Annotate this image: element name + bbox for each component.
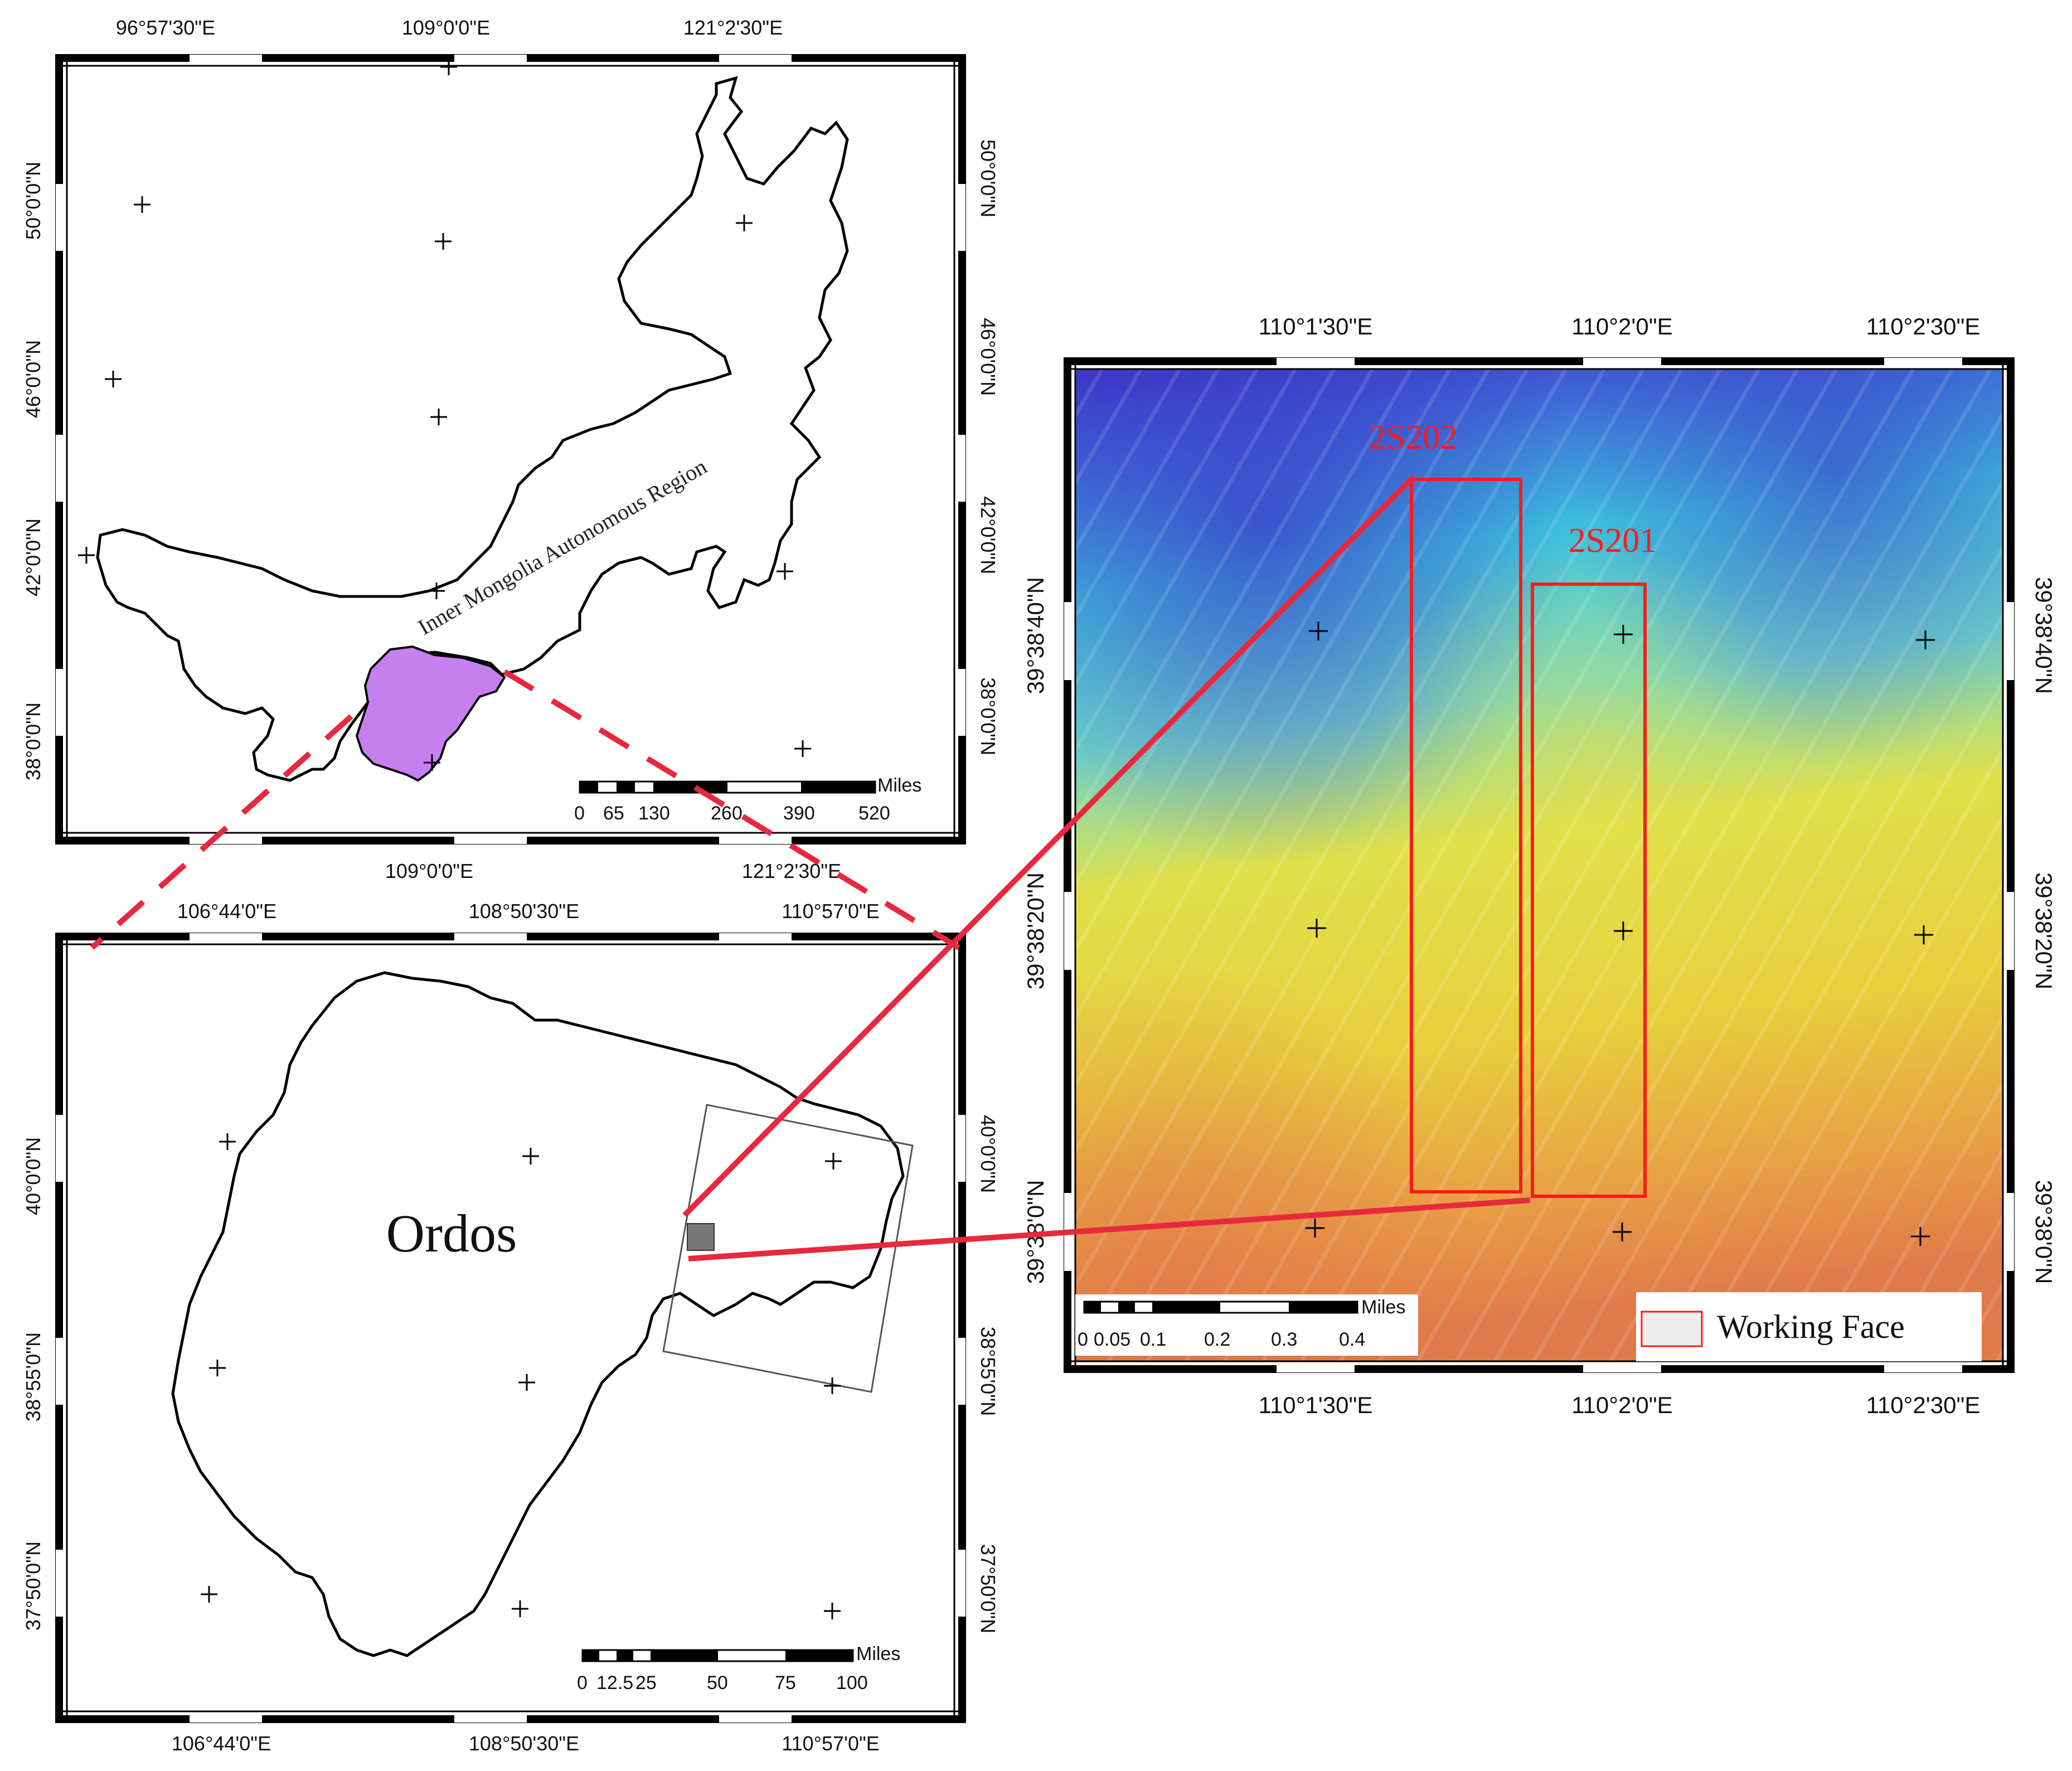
- map1-right-lat-3: 38°0'0"N: [977, 677, 999, 755]
- map3-frame-gaps: [1064, 358, 2014, 1372]
- study-area-marker: [687, 1223, 715, 1251]
- face-label-2s201: 2S201: [1569, 522, 1657, 560]
- map1-scale-bar: 0 65 130 260 390 520 Miles: [574, 775, 921, 824]
- map1-scale-tick-0: 0: [574, 803, 585, 824]
- map1-left-lat-3: 38°0'0"N: [22, 702, 45, 780]
- map1-left-lat-1: 46°0'0"N: [22, 340, 45, 418]
- map2-scale-tick-3: 50: [707, 1672, 728, 1694]
- ordos-outline: [171, 971, 905, 1657]
- map1-frame-gaps: [56, 55, 965, 844]
- map1-frame-ticks: [59, 58, 962, 841]
- map2-right-lat-1: 38°55'0"N: [977, 1327, 999, 1416]
- connector-solid-bottom: [688, 1197, 1531, 1261]
- dem-raster: [1075, 369, 2003, 1361]
- zoom-frame: [662, 1104, 914, 1393]
- map2-bottom-label-2: 110°57'0"E: [782, 1732, 880, 1755]
- map1-scale-tick-3: 260: [711, 803, 743, 824]
- map3-top-label-2: 110°2'30"E: [1866, 313, 1981, 339]
- map3-scale-tick-4: 0.3: [1271, 1329, 1297, 1350]
- map3-scale-bar: 0 0.05 0.1 0.2 0.3 0.4 Miles: [1075, 1294, 1418, 1356]
- map2-scale-unit: Miles: [856, 1643, 900, 1665]
- map2-frame-gaps: [56, 933, 965, 1723]
- map1-left-lat-0: 50°0'0"N: [22, 162, 45, 240]
- dem-detail-map: 2S202 2S201 0 0.05 0.1 0.2 0.3 0.4 Miles: [1022, 313, 2057, 1418]
- map1-scale-tick-2: 130: [638, 803, 670, 824]
- map1-graticule-crosses: [78, 59, 811, 771]
- map2-frame-ticks: [59, 937, 962, 1719]
- map2-left-lat-1: 38°55'0"N: [22, 1332, 45, 1421]
- legend-swatch: [1641, 1311, 1703, 1347]
- connector-dashed-left: [90, 714, 353, 950]
- map2-top-label-0: 106°44'0"E: [177, 900, 276, 923]
- map1-left-lat-2: 42°0'0"N: [22, 518, 45, 596]
- map3-bottom-label-0: 110°1'30"E: [1259, 1392, 1373, 1418]
- inner-mongolia-map: Inner Mongolia Autonomous Region 0 65 13…: [22, 16, 999, 882]
- map1-right-lat-1: 46°0'0"N: [977, 318, 999, 396]
- inner-mongolia-outline: [96, 76, 849, 782]
- map3-scale-tick-5: 0.4: [1339, 1329, 1365, 1350]
- map1-top-label-0: 96°57'30"E: [116, 16, 215, 39]
- map3-left-lat-1: 39°38'20"N: [1022, 872, 1049, 989]
- map2-right-lat-0: 40°0'0"N: [977, 1115, 999, 1193]
- map1-top-label-1: 109°0'0"E: [402, 16, 490, 39]
- map3-right-lat-2: 39°38'0"N: [2031, 1180, 2057, 1284]
- map2-scale-tick-4: 75: [775, 1672, 796, 1694]
- map3-bottom-label-2: 110°2'30"E: [1866, 1392, 1981, 1418]
- map3-top-label-0: 110°1'30"E: [1259, 313, 1373, 339]
- map2-right-lat-2: 37°50'0"N: [977, 1544, 999, 1633]
- map3-scale-tick-1: 0.05: [1094, 1329, 1130, 1350]
- map3-graticule-crosses: [1306, 622, 1935, 1246]
- working-face-2s202: [1410, 478, 1522, 1193]
- map1-scale-tick-4: 390: [783, 803, 815, 824]
- map3-scale-unit: Miles: [1361, 1297, 1405, 1318]
- map2-bottom-label-0: 106°44'0"E: [172, 1732, 271, 1755]
- map1-scale-tick-5: 520: [858, 803, 890, 824]
- map1-scale-tick-1: 65: [603, 803, 624, 824]
- map3-right-lat-0: 39°38'40"N: [2031, 577, 2057, 694]
- map3-legend: Working Face: [1636, 1292, 1982, 1361]
- map2-bottom-label-1: 108°50'30"E: [469, 1732, 579, 1755]
- map1-top-label-2: 121°2'30"E: [683, 16, 783, 39]
- map3-scale-tick-2: 0.1: [1140, 1329, 1166, 1350]
- map2-left-lat-2: 37°50'0"N: [22, 1541, 45, 1631]
- map3-left-lat-0: 39°38'40"N: [1022, 577, 1049, 694]
- map1-right-lat-0: 50°0'0"N: [977, 139, 999, 217]
- map1-bottom-label-1: 121°2'30"E: [742, 860, 841, 882]
- map2-graticule-crosses: [201, 1133, 842, 1619]
- map3-top-label-1: 110°2'0"E: [1571, 313, 1672, 339]
- map3-bottom-label-1: 110°2'0"E: [1571, 1392, 1672, 1418]
- working-face-2s201: [1531, 583, 1647, 1198]
- map2-scale-tick-5: 100: [836, 1672, 868, 1694]
- map1-bottom-label-0: 109°0'0"E: [385, 860, 473, 882]
- map2-scale-tick-0: 0: [577, 1672, 588, 1694]
- ordos-highlight: [355, 645, 506, 782]
- map2-scale-tick-1: 12.5: [596, 1672, 633, 1694]
- map2-top-label-1: 108°50'30"E: [469, 900, 579, 923]
- map3-scale-tick-3: 0.2: [1204, 1329, 1230, 1350]
- face-label-2s202: 2S202: [1369, 419, 1457, 457]
- legend-label: Working Face: [1717, 1308, 1905, 1345]
- map2-left-lat-0: 40°0'0"N: [22, 1137, 45, 1215]
- map2-scale-bar: 0 12.5 25 50 75 100 Miles: [577, 1643, 900, 1694]
- map2-top-label-2: 110°57'0"E: [782, 900, 880, 923]
- connector-solid-top: [682, 474, 1416, 1217]
- connector-dashed-right: [503, 669, 960, 950]
- connector-lines: [90, 474, 1531, 1261]
- map2-scale-tick-2: 25: [635, 1672, 657, 1694]
- map1-right-lat-2: 42°0'0"N: [977, 496, 999, 574]
- map3-scale-tick-0: 0: [1078, 1329, 1088, 1350]
- ordos-map: Ordos 0 12.5 25 50 75 100 Miles 106°44'0…: [22, 900, 999, 1755]
- ordos-label: Ordos: [386, 1204, 517, 1263]
- map1-scale-unit: Miles: [877, 775, 921, 796]
- map3-right-lat-1: 39°38'20"N: [2031, 872, 2057, 989]
